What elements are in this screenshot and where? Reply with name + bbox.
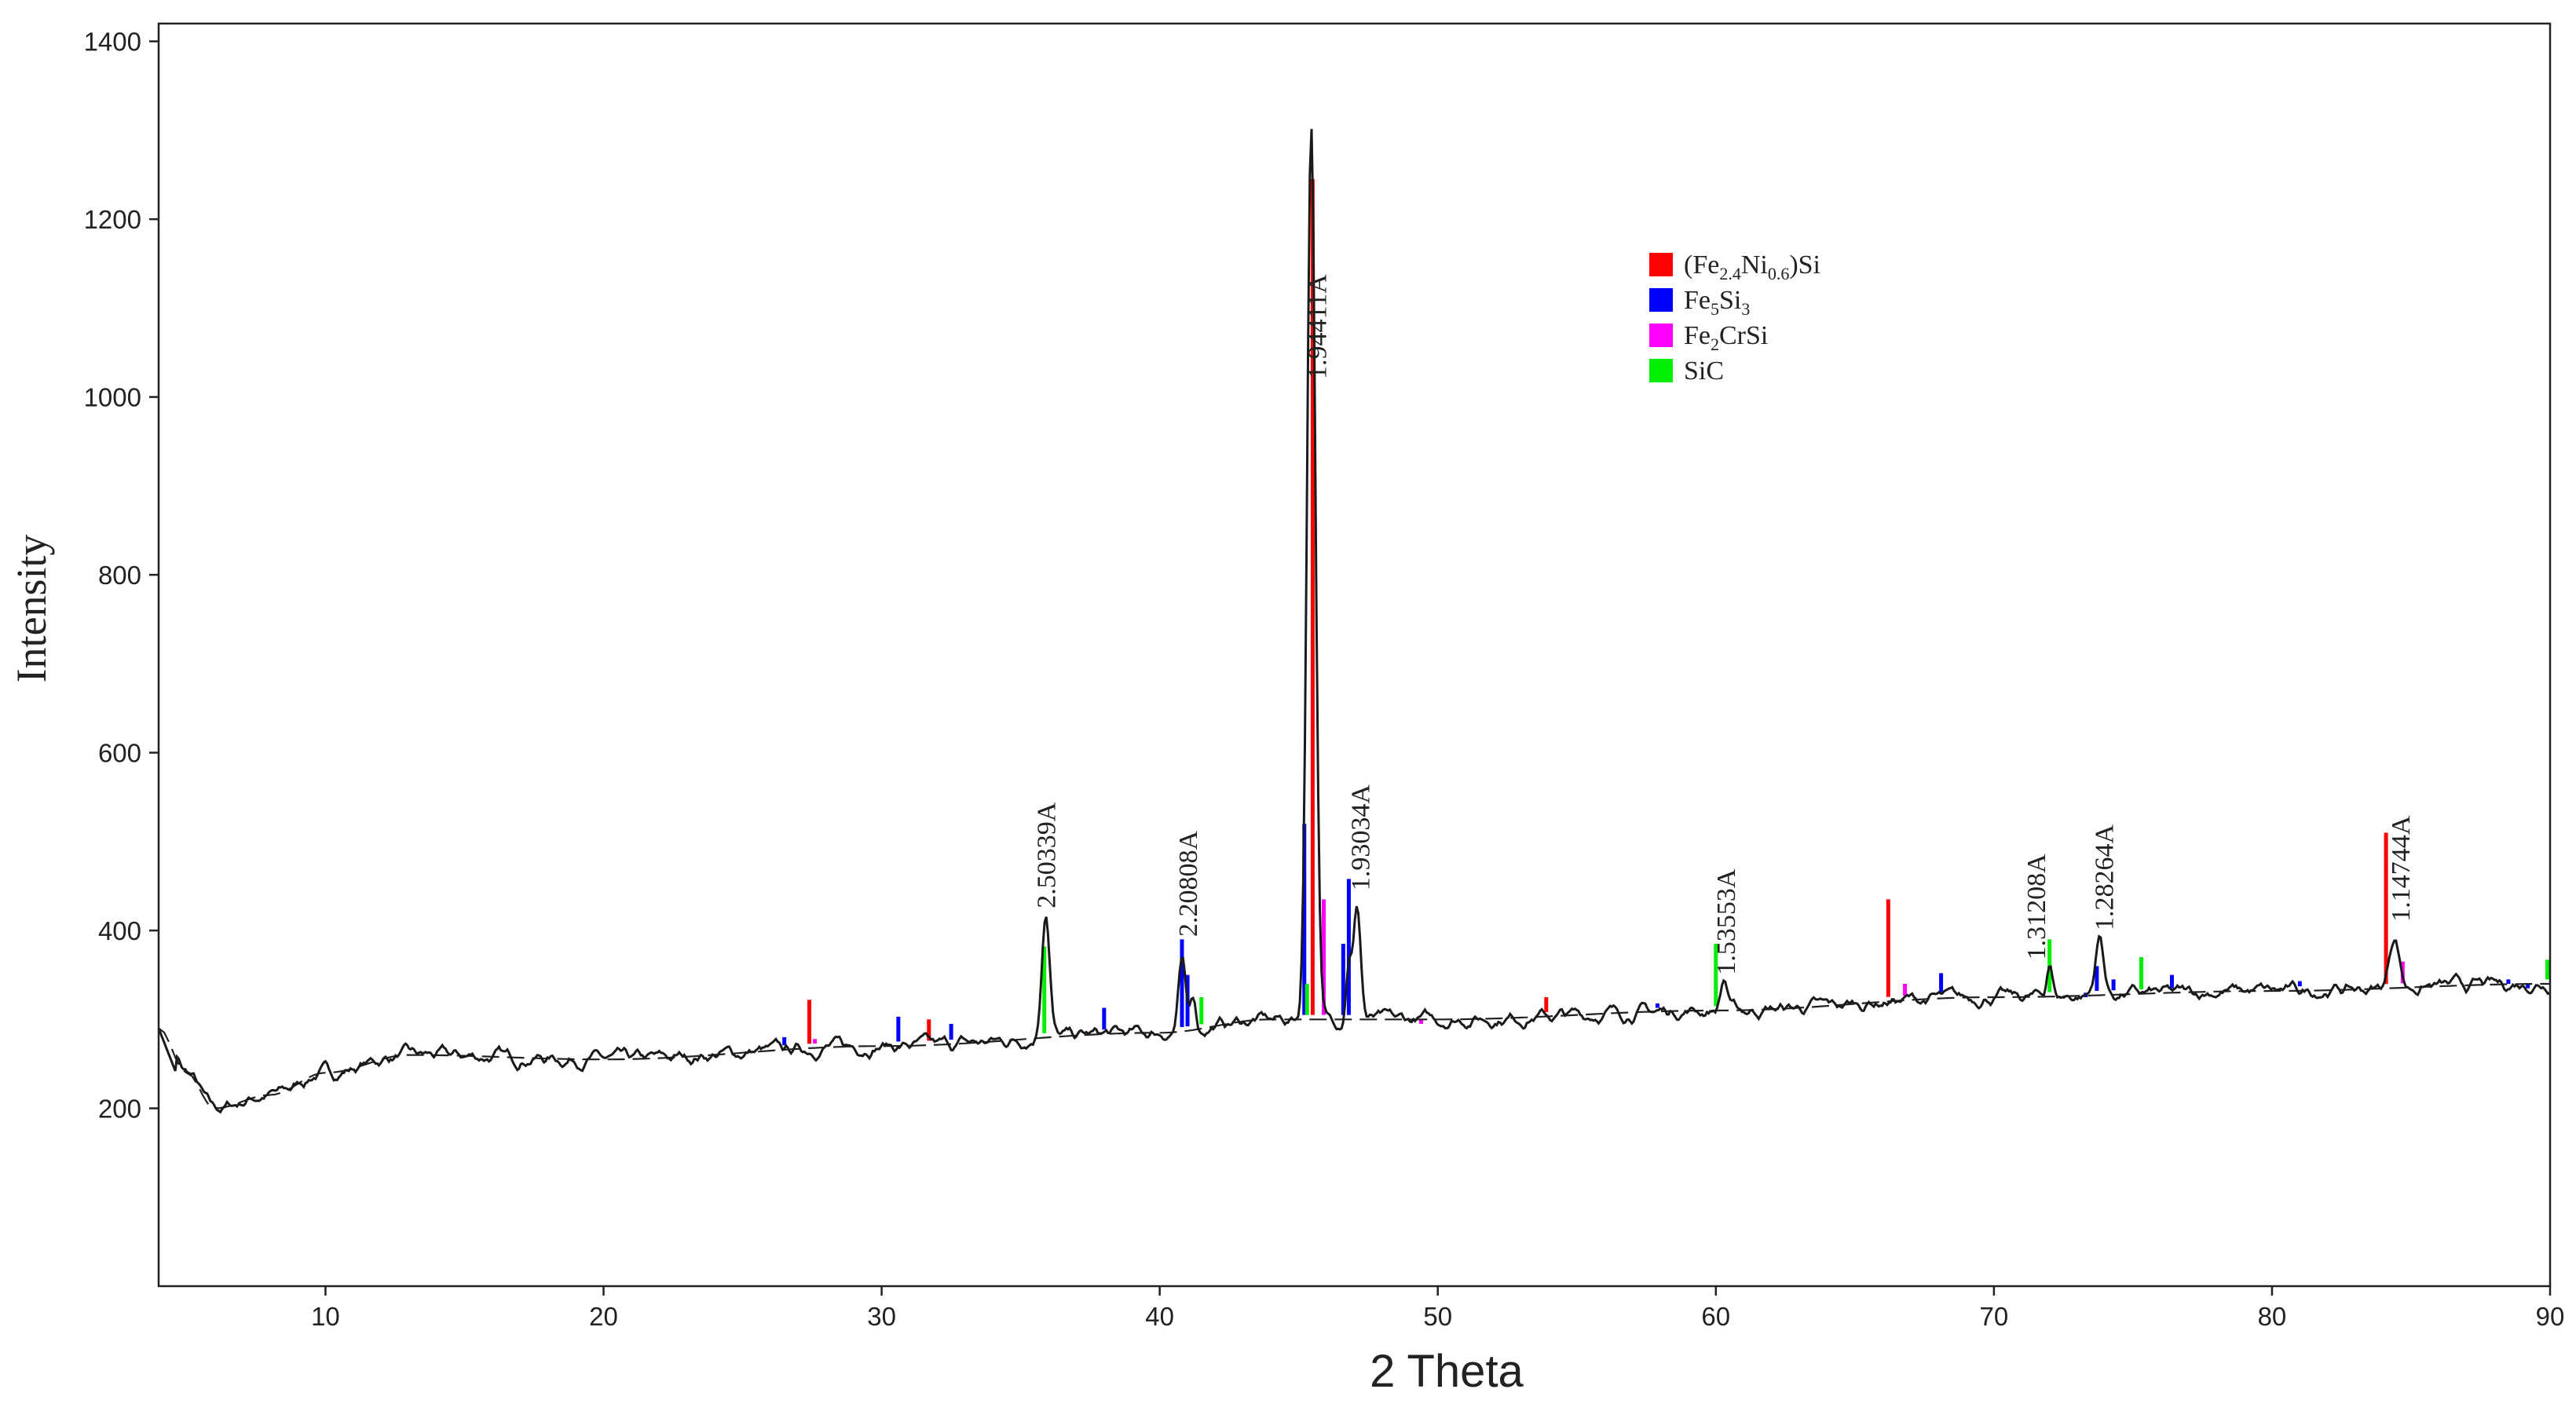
legend-swatch [1649,288,1673,312]
x-tick-label: 20 [589,1302,618,1331]
peak-annotations: 2.50339A 2.20808A 1.94411A 1.93034A 1.53553A… [1032,274,2415,975]
pattern-line [157,129,2550,1114]
x-tick-label: 40 [1145,1302,1174,1331]
y-axis: 200 400 600 800 1000 1200 1400 [84,27,159,1124]
peak-annotation: 1.94411A [1304,274,1333,379]
legend-swatch [1649,324,1673,347]
y-tick-label: 800 [98,561,141,590]
legend-swatch [1649,253,1673,276]
y-tick-label: 600 [98,739,141,768]
y-axis-title: Intensity [8,535,55,683]
x-tick-label: 30 [867,1302,896,1331]
peak-annotation: 2.50339A [1032,802,1061,908]
xrd-pattern [157,129,2550,1114]
legend-label: (Fe2.4Ni0.6)Si [1684,250,1820,283]
y-tick-label: 1400 [84,27,141,57]
x-axis-title: 2 Theta [1370,1346,1524,1397]
peak-annotation: 1.53553A [1712,868,1741,975]
peak-annotation: 1.14744A [2387,815,2416,922]
x-tick-label: 90 [2536,1302,2565,1331]
peak-annotation: 1.31208A [2022,854,2051,960]
y-tick-label: 1000 [84,383,141,412]
legend-label: Fe2CrSi [1684,321,1768,354]
plot-frame [157,22,2552,1288]
x-tick-label: 80 [2258,1302,2287,1331]
legend-label: SiC [1684,356,1724,386]
x-tick-label: 50 [1423,1302,1452,1331]
x-axis: 10 20 30 40 50 60 70 80 90 [311,1286,2564,1331]
peak-annotation: 1.28264A [2091,824,2120,931]
legend-swatch [1649,359,1673,382]
peak-annotation: 2.20808A [1174,830,1203,937]
peak-annotation: 1.93034A [1347,784,1376,891]
y-tick-label: 200 [98,1095,141,1124]
legend-label: Fe5Si3 [1684,286,1750,319]
y-tick-label: 400 [98,916,141,945]
x-tick-label: 10 [311,1302,340,1331]
background-line [158,982,2550,1109]
x-tick-label: 60 [1701,1302,1730,1331]
y-tick-label: 1200 [84,205,141,234]
background-dashed-line [158,982,2550,1109]
x-tick-label: 70 [1980,1302,2009,1331]
